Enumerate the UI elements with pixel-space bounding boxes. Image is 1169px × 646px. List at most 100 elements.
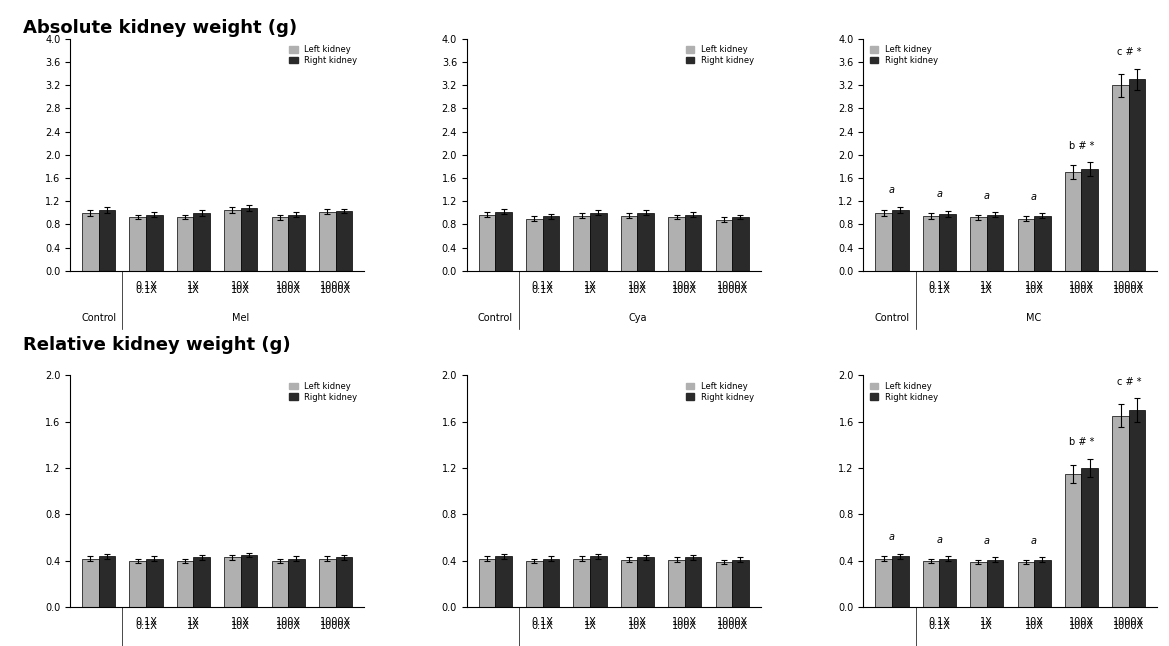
Bar: [82, 213, 98, 271]
Bar: [336, 211, 352, 271]
Text: 10X: 10X: [628, 285, 646, 295]
Text: 0.1X: 0.1X: [532, 285, 554, 295]
Bar: [732, 217, 749, 271]
Bar: [526, 561, 542, 607]
Text: 1X: 1X: [187, 285, 200, 295]
Text: 0.1X: 0.1X: [928, 285, 950, 295]
Text: a: a: [983, 191, 990, 201]
Bar: [271, 561, 288, 607]
Text: 1000X: 1000X: [717, 621, 748, 631]
Bar: [1017, 218, 1035, 271]
Text: 100X: 100X: [276, 285, 300, 295]
Bar: [732, 559, 749, 607]
Bar: [876, 559, 892, 607]
Bar: [82, 559, 98, 607]
Bar: [574, 559, 590, 607]
Bar: [319, 559, 336, 607]
Text: 1000X: 1000X: [717, 285, 748, 295]
Legend: Left kidney, Right kidney: Left kidney, Right kidney: [286, 43, 360, 68]
Text: 10X: 10X: [1025, 285, 1044, 295]
Text: 1000X: 1000X: [320, 621, 351, 631]
Text: Control: Control: [874, 313, 909, 322]
Bar: [1065, 172, 1081, 271]
Bar: [637, 557, 653, 607]
Bar: [193, 557, 210, 607]
Bar: [970, 562, 987, 607]
Text: 1000X: 1000X: [320, 285, 351, 295]
Bar: [685, 557, 701, 607]
Bar: [1112, 85, 1129, 271]
Text: 100X: 100X: [672, 621, 698, 631]
Text: 1X: 1X: [187, 621, 200, 631]
Bar: [715, 220, 732, 271]
Text: 100X: 100X: [1068, 285, 1094, 295]
Bar: [637, 213, 653, 271]
Text: b # *: b # *: [1068, 437, 1094, 447]
Bar: [892, 210, 908, 271]
Bar: [1035, 216, 1051, 271]
Bar: [1017, 562, 1035, 607]
Bar: [224, 557, 241, 607]
Text: c # *: c # *: [1116, 377, 1141, 387]
Text: a: a: [936, 535, 942, 545]
Bar: [288, 214, 305, 271]
Text: a: a: [936, 189, 942, 200]
Bar: [193, 213, 210, 271]
Bar: [1081, 468, 1098, 607]
Bar: [876, 213, 892, 271]
Bar: [940, 214, 956, 271]
Bar: [987, 559, 1003, 607]
Bar: [478, 214, 496, 271]
Bar: [1081, 169, 1098, 271]
Text: Absolute kidney weight (g): Absolute kidney weight (g): [23, 19, 297, 37]
Bar: [1065, 474, 1081, 607]
Text: MC: MC: [1026, 313, 1042, 322]
Text: 100X: 100X: [1068, 621, 1094, 631]
Bar: [669, 217, 685, 271]
Bar: [130, 561, 146, 607]
Bar: [146, 214, 162, 271]
Bar: [319, 212, 336, 271]
Text: 1X: 1X: [583, 621, 596, 631]
Bar: [970, 218, 987, 271]
Text: 1X: 1X: [981, 621, 994, 631]
Bar: [621, 559, 637, 607]
Text: Mel: Mel: [233, 313, 249, 322]
Text: b # *: b # *: [1068, 141, 1094, 151]
Bar: [940, 559, 956, 607]
Legend: Left kidney, Right kidney: Left kidney, Right kidney: [684, 43, 756, 68]
Bar: [590, 556, 607, 607]
Bar: [224, 210, 241, 271]
Bar: [1035, 559, 1051, 607]
Bar: [496, 212, 512, 271]
Text: 0.1X: 0.1X: [928, 621, 950, 631]
Bar: [271, 218, 288, 271]
Legend: Left kidney, Right kidney: Left kidney, Right kidney: [867, 379, 941, 404]
Bar: [892, 556, 908, 607]
Text: 1X: 1X: [583, 285, 596, 295]
Bar: [542, 559, 559, 607]
Bar: [288, 559, 305, 607]
Bar: [590, 213, 607, 271]
Bar: [496, 556, 512, 607]
Text: a: a: [888, 532, 895, 542]
Text: 0.1X: 0.1X: [532, 621, 554, 631]
Text: a: a: [888, 185, 895, 195]
Bar: [542, 216, 559, 271]
Bar: [574, 216, 590, 271]
Text: 1000X: 1000X: [1113, 621, 1144, 631]
Bar: [685, 214, 701, 271]
Text: 0.1X: 0.1X: [136, 285, 157, 295]
Bar: [177, 561, 193, 607]
Bar: [987, 214, 1003, 271]
Bar: [98, 556, 116, 607]
Bar: [922, 216, 940, 271]
Text: 10X: 10X: [231, 621, 250, 631]
Bar: [98, 210, 116, 271]
Bar: [336, 557, 352, 607]
Text: a: a: [1031, 192, 1037, 202]
Bar: [130, 217, 146, 271]
Bar: [241, 555, 257, 607]
Bar: [177, 217, 193, 271]
Legend: Left kidney, Right kidney: Left kidney, Right kidney: [684, 379, 756, 404]
